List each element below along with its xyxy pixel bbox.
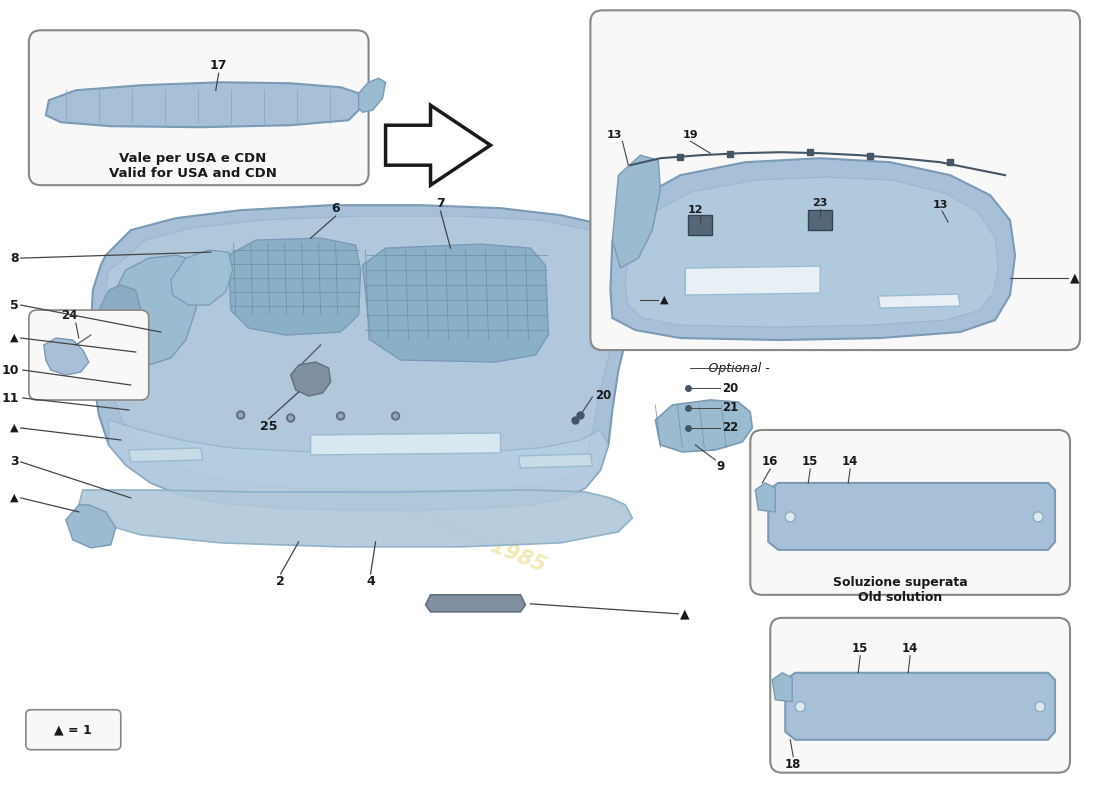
Polygon shape — [229, 238, 361, 335]
Text: 10: 10 — [1, 363, 19, 377]
Bar — [689, 215, 713, 235]
Text: since 1985: since 1985 — [752, 333, 889, 357]
Text: 4: 4 — [366, 575, 375, 588]
Polygon shape — [170, 250, 233, 305]
Polygon shape — [656, 400, 752, 452]
Text: 12: 12 — [688, 205, 703, 215]
Text: 3: 3 — [10, 455, 19, 469]
Polygon shape — [79, 490, 632, 547]
Text: - Optional -: - Optional - — [701, 362, 770, 374]
Text: 15: 15 — [852, 642, 868, 654]
Text: 20: 20 — [723, 382, 738, 394]
Text: 16: 16 — [762, 455, 779, 468]
Text: 6: 6 — [331, 202, 340, 215]
Circle shape — [1033, 512, 1043, 522]
Text: 25: 25 — [260, 420, 277, 433]
Polygon shape — [109, 255, 200, 365]
Text: ▲: ▲ — [1070, 271, 1079, 285]
Text: 9: 9 — [716, 460, 725, 473]
Text: 11: 11 — [1, 391, 19, 405]
Polygon shape — [610, 158, 1015, 340]
Text: 23: 23 — [813, 198, 828, 208]
Text: 2: 2 — [276, 575, 285, 588]
Text: 17: 17 — [210, 59, 228, 72]
FancyBboxPatch shape — [770, 618, 1070, 773]
Text: 22: 22 — [723, 422, 738, 434]
Polygon shape — [626, 177, 998, 327]
Polygon shape — [772, 673, 792, 702]
Text: 13: 13 — [607, 130, 623, 140]
Text: 19: 19 — [682, 130, 698, 140]
FancyBboxPatch shape — [29, 310, 149, 400]
Text: 13: 13 — [933, 200, 948, 210]
Text: 21: 21 — [723, 402, 738, 414]
Polygon shape — [44, 338, 89, 375]
Polygon shape — [46, 82, 361, 127]
Polygon shape — [363, 244, 549, 362]
Text: 14: 14 — [902, 642, 918, 654]
Circle shape — [287, 414, 295, 422]
Text: 15: 15 — [802, 455, 818, 468]
Polygon shape — [359, 78, 386, 112]
Polygon shape — [66, 505, 116, 548]
FancyBboxPatch shape — [750, 430, 1070, 595]
Text: 14: 14 — [842, 455, 858, 468]
Polygon shape — [685, 266, 821, 295]
Polygon shape — [613, 155, 660, 268]
Text: ▲: ▲ — [10, 493, 19, 503]
Polygon shape — [102, 216, 626, 490]
Circle shape — [1035, 702, 1045, 712]
Text: Soluzione superata
Old solution: Soluzione superata Old solution — [833, 576, 968, 604]
FancyBboxPatch shape — [26, 710, 121, 750]
Text: 5: 5 — [10, 298, 19, 311]
Polygon shape — [756, 483, 775, 512]
Text: Vale per USA e CDN
Valid for USA and CDN: Vale per USA e CDN Valid for USA and CDN — [109, 152, 277, 180]
Circle shape — [236, 411, 244, 419]
Text: 7: 7 — [437, 197, 444, 210]
Polygon shape — [785, 673, 1055, 740]
Polygon shape — [310, 433, 500, 455]
Circle shape — [339, 414, 342, 418]
Text: 24: 24 — [60, 309, 77, 322]
Circle shape — [785, 512, 795, 522]
Text: PARTS: PARTS — [685, 248, 956, 322]
Text: 18: 18 — [785, 758, 802, 770]
Text: EURO: EURO — [702, 183, 939, 257]
Text: ▲ = 1: ▲ = 1 — [54, 723, 91, 736]
Polygon shape — [91, 205, 640, 510]
Circle shape — [394, 414, 397, 418]
Circle shape — [288, 416, 293, 420]
Polygon shape — [92, 285, 141, 380]
Circle shape — [392, 412, 399, 420]
Text: 8: 8 — [10, 252, 19, 265]
Polygon shape — [878, 294, 960, 308]
Polygon shape — [426, 595, 526, 612]
Text: ▲: ▲ — [680, 607, 690, 620]
Text: a passion for parts since 1985: a passion for parts since 1985 — [212, 424, 549, 576]
Text: ▲: ▲ — [10, 423, 19, 433]
Text: ▲: ▲ — [660, 295, 669, 305]
Polygon shape — [386, 106, 491, 185]
Circle shape — [795, 702, 805, 712]
Circle shape — [239, 413, 243, 417]
Polygon shape — [768, 483, 1055, 550]
FancyBboxPatch shape — [29, 30, 368, 185]
Circle shape — [337, 412, 344, 420]
Text: 20: 20 — [595, 389, 612, 402]
Polygon shape — [109, 420, 608, 510]
Bar — [808, 210, 833, 230]
Polygon shape — [518, 454, 593, 468]
FancyBboxPatch shape — [591, 10, 1080, 350]
Polygon shape — [290, 362, 331, 396]
Polygon shape — [129, 448, 202, 462]
Text: ▲: ▲ — [10, 333, 19, 343]
